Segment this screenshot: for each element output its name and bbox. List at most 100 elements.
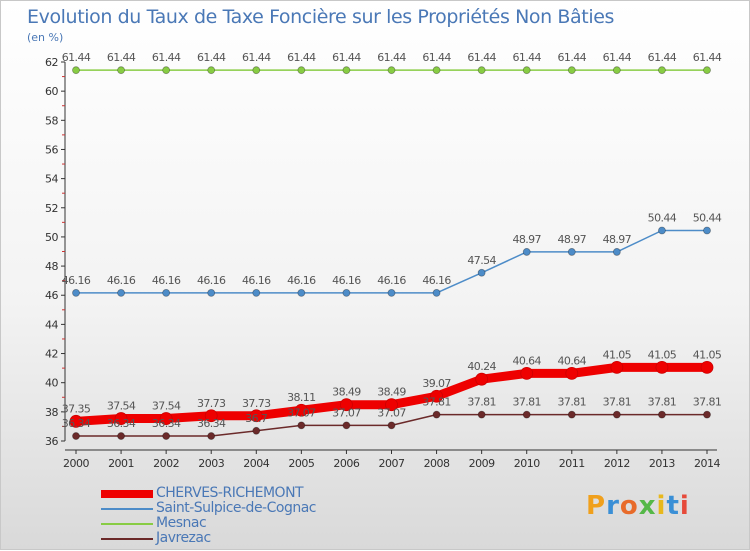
data-label-javrezac: 37.81 (648, 396, 677, 409)
legend-item-saint-sulpice-de-cognac: Saint-Sulpice-de-Cognac (101, 501, 401, 516)
data-point-javrezac (432, 410, 441, 419)
data-point-javrezac (342, 421, 351, 430)
legend-label-javrezac: Javrezac (156, 530, 211, 546)
x-tick-label: 2001 (108, 457, 134, 470)
data-point-cherves-richemont (204, 409, 218, 423)
data-label-saint-sulpice-de-cognac: 48.97 (558, 233, 587, 246)
chart-title: Evolution du Taux de Taxe Foncière sur l… (27, 6, 615, 28)
data-point-javrezac (297, 421, 306, 430)
data-point-saint-sulpice-de-cognac (522, 248, 531, 256)
data-label-saint-sulpice-de-cognac: 46.16 (377, 274, 406, 287)
data-label-saint-sulpice-de-cognac: 46.16 (152, 274, 181, 287)
data-point-javrezac (567, 410, 576, 419)
legend-swatch-mesnac (101, 523, 153, 525)
data-label-saint-sulpice-de-cognac: 46.16 (332, 274, 361, 287)
data-label-saint-sulpice-de-cognac: 46.16 (62, 274, 91, 287)
data-point-saint-sulpice-de-cognac (567, 248, 576, 256)
proxiti-logo: Proxiti (586, 491, 690, 521)
data-point-saint-sulpice-de-cognac (117, 288, 125, 297)
data-point-mesnac (342, 66, 351, 75)
data-label-cherves-richemont: 37.73 (197, 397, 226, 410)
data-label-mesnac: 61.44 (422, 51, 451, 64)
data-point-mesnac (658, 66, 666, 75)
data-point-javrezac (207, 432, 216, 440)
x-tick-label: 2008 (424, 457, 450, 470)
data-label-cherves-richemont: 40.64 (558, 354, 587, 367)
data-point-saint-sulpice-de-cognac (342, 288, 351, 297)
data-label-javrezac: 37.81 (512, 396, 541, 409)
data-label-javrezac: 37.81 (422, 396, 451, 409)
data-label-cherves-richemont: 38.11 (287, 391, 316, 404)
data-point-javrezac (117, 432, 125, 440)
data-point-mesnac (297, 66, 306, 75)
legend-label-cherves-richemont: CHERVES-RICHEMONT (156, 485, 304, 501)
data-point-saint-sulpice-de-cognac (162, 288, 171, 297)
data-point-javrezac (522, 410, 531, 419)
data-point-cherves-richemont (520, 366, 534, 380)
data-point-javrezac (72, 432, 80, 440)
data-label-mesnac: 61.44 (197, 51, 226, 64)
data-point-saint-sulpice-de-cognac (297, 288, 306, 297)
y-tick-label: 54 (45, 173, 58, 186)
data-point-cherves-richemont (69, 414, 83, 428)
data-label-saint-sulpice-de-cognac: 48.97 (512, 233, 541, 246)
data-label-saint-sulpice-de-cognac: 46.16 (287, 274, 316, 287)
data-label-mesnac: 61.44 (287, 51, 316, 64)
data-label-saint-sulpice-de-cognac: 48.97 (603, 233, 632, 246)
data-point-cherves-richemont (655, 360, 669, 374)
legend-label-mesnac: Mesnac (156, 515, 207, 531)
axes: 36 38 40 42 44 46 48 50 52 54 56 58 60 62 2000 2001 2002… (45, 56, 721, 470)
data-labels: 61.44 61.44 61.44 61.44 61.44 61.44 61.44 61.44… (62, 51, 723, 430)
data-point-mesnac (522, 66, 531, 75)
data-label-cherves-richemont: 38.49 (332, 386, 361, 399)
legend: CHERVES-RICHEMONT Saint-Sulpice-de-Cogna… (101, 486, 401, 546)
legend-item-javrezac: Javrezac (101, 531, 401, 546)
logo-letter: r (606, 491, 620, 521)
data-label-javrezac: 37.81 (693, 396, 722, 409)
data-label-cherves-richemont: 39.07 (422, 377, 451, 390)
data-label-javrezac: 36.34 (62, 417, 91, 430)
y-tick-label: 58 (45, 114, 58, 127)
data-point-javrezac (387, 421, 396, 430)
data-label-mesnac: 61.44 (603, 51, 632, 64)
y-tick-label: 44 (45, 318, 58, 331)
x-tick-label: 2002 (153, 457, 179, 470)
data-label-mesnac: 61.44 (648, 51, 677, 64)
x-tick-label: 2007 (379, 457, 405, 470)
data-point-javrezac (252, 426, 261, 435)
data-point-mesnac (703, 66, 711, 75)
data-label-saint-sulpice-de-cognac: 46.16 (422, 274, 451, 287)
data-label-saint-sulpice-de-cognac: 50.44 (693, 212, 722, 225)
data-label-javrezac: 36.34 (152, 417, 181, 430)
data-label-mesnac: 61.44 (62, 51, 91, 64)
data-label-saint-sulpice-de-cognac: 46.16 (197, 274, 226, 287)
data-label-saint-sulpice-de-cognac: 47.54 (467, 254, 496, 267)
legend-item-mesnac: Mesnac (101, 516, 401, 531)
x-tick-label: 2005 (288, 457, 314, 470)
x-tick-label: 2000 (63, 457, 89, 470)
data-point-saint-sulpice-de-cognac (658, 226, 666, 235)
data-label-javrezac: 37.81 (558, 396, 587, 409)
data-label-javrezac: 37.07 (332, 406, 361, 419)
data-point-saint-sulpice-de-cognac (207, 288, 216, 297)
data-point-javrezac (477, 410, 486, 419)
data-point-mesnac (612, 66, 621, 75)
data-point-cherves-richemont (565, 366, 579, 380)
data-point-javrezac (658, 410, 666, 419)
data-point-javrezac (162, 432, 171, 440)
data-label-cherves-richemont: 38.49 (377, 386, 406, 399)
data-label-cherves-richemont: 37.73 (242, 397, 271, 410)
data-label-cherves-richemont: 41.05 (603, 348, 632, 361)
data-point-mesnac (477, 66, 486, 75)
data-point-mesnac (387, 66, 396, 75)
data-point-mesnac (162, 66, 171, 75)
data-point-saint-sulpice-de-cognac (612, 248, 621, 256)
logo-letter: x (638, 491, 657, 521)
y-tick-label: 56 (45, 143, 58, 156)
data-point-javrezac (703, 410, 711, 419)
data-label-javrezac: 37.81 (467, 396, 496, 409)
legend-label-saint-sulpice-de-cognac: Saint-Sulpice-de-Cognac (156, 500, 317, 516)
data-label-cherves-richemont: 41.05 (648, 348, 677, 361)
data-label-javrezac: 36.7 (245, 412, 268, 425)
